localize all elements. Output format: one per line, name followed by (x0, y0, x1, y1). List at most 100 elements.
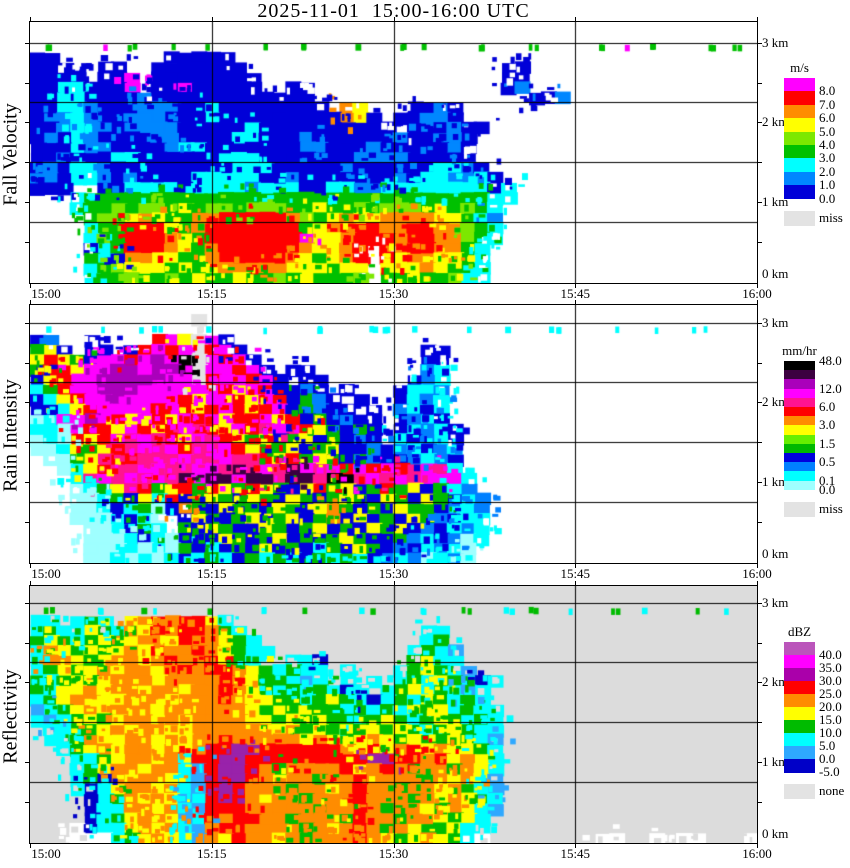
colorbar-unit-label: mm/hr (782, 343, 817, 358)
colorbar-band (784, 425, 815, 436)
height-tick (25, 362, 29, 364)
height-label: 3 km (762, 314, 789, 330)
colorbar-extra-band (784, 784, 815, 799)
height-tick (25, 242, 29, 244)
height-label: 3 km (762, 34, 789, 50)
x-axis-tick (575, 581, 576, 585)
colorbar-band (784, 416, 815, 426)
height-tick (758, 362, 762, 364)
colorbar-value-label: 12.0 (819, 380, 842, 396)
height-tick (25, 402, 29, 404)
height-tick (758, 522, 762, 524)
height-tick (25, 522, 29, 524)
colorbar-value-label: 3.0 (819, 150, 836, 166)
height-tick (25, 802, 29, 804)
x-axis-tick (394, 844, 395, 848)
height-tick (758, 762, 762, 764)
colorbar-unit-label: dBZ (787, 624, 812, 639)
colorbar-band (784, 397, 815, 408)
rain-intensity-heatmap (30, 305, 757, 563)
height-tick (25, 642, 29, 644)
colorbar-value-label: 30.0 (819, 673, 842, 688)
panel-frame-rain-intensity (29, 304, 758, 564)
colorbar-band (784, 453, 815, 463)
x-axis-tick (757, 284, 758, 288)
x-axis-tick (212, 564, 213, 568)
colorbar-band (784, 361, 815, 371)
x-tick-label: 15:45 (560, 846, 591, 861)
x-tick-label: 16:00 (742, 566, 772, 581)
height-tick (25, 42, 29, 44)
colorbar-value-label: 3.0 (819, 417, 836, 433)
colorbar-band (784, 443, 815, 454)
x-tick-label: 15:30 (378, 566, 409, 581)
x-axis-tick (212, 581, 213, 585)
y-axis-label-reflectivity: Reflectivity (0, 668, 22, 764)
x-axis-tick (30, 284, 31, 288)
colorbar-extra-label: none (819, 783, 845, 798)
x-tick-label: 15:15 (196, 846, 227, 861)
colorbar-extra-label: miss (819, 209, 843, 225)
panel-frame-fall-velocity (29, 21, 758, 284)
height-tick (758, 242, 762, 244)
colorbar-value-label: 40.0 (819, 647, 842, 662)
colorbar-band (784, 118, 815, 133)
panel-frame-reflectivity (29, 585, 758, 844)
height-tick (758, 82, 762, 84)
x-tick-label: 15:30 (378, 846, 409, 861)
x-axis-tick (30, 300, 31, 304)
height-label: 0 km (762, 546, 789, 561)
x-axis-tick (30, 844, 31, 848)
colorbar-band (784, 379, 815, 390)
colorbar-value-label: 7.0 (819, 96, 836, 112)
colorbar-band (784, 759, 815, 773)
x-axis-tick (575, 284, 576, 288)
colorbar-value-label: 6.0 (819, 399, 836, 414)
colorbar-value-label: 0.1 (819, 472, 836, 488)
x-axis-tick (757, 300, 758, 304)
x-tick-label: 15:15 (196, 566, 227, 581)
height-label: 1 km (762, 754, 789, 770)
colorbar-value-label: 0.0 (819, 751, 836, 766)
colorbar-band (784, 694, 815, 708)
colorbar-band (784, 158, 815, 173)
colorbar-band (784, 388, 815, 399)
height-tick (758, 802, 762, 804)
colorbar-band (784, 642, 815, 656)
height-tick (758, 322, 762, 324)
fall-velocity-heatmap (30, 22, 757, 283)
height-label: 2 km (762, 114, 789, 130)
height-label: 3 km (762, 594, 789, 610)
x-tick-label: 15:00 (31, 286, 61, 301)
height-tick (758, 682, 762, 684)
height-tick (758, 122, 762, 124)
height-tick (25, 482, 29, 484)
height-tick (758, 402, 762, 404)
colorbar-value-label: 4.0 (819, 137, 836, 152)
colorbar-value-label: 5.0 (819, 738, 836, 753)
x-axis-tick (757, 581, 758, 585)
colorbar-band (784, 681, 815, 695)
height-tick (25, 202, 29, 204)
x-axis-tick (575, 564, 576, 568)
colorbar-value-label: 48.0 (819, 353, 842, 368)
height-tick (758, 162, 762, 164)
height-tick (25, 322, 29, 324)
height-tick (25, 82, 29, 84)
x-axis-tick (30, 581, 31, 585)
height-label: 1 km (762, 194, 789, 210)
y-axis-label-rain-intensity: Rain Intensity (0, 379, 22, 492)
colorbar-band (784, 185, 815, 200)
x-axis-tick (575, 300, 576, 304)
height-tick (758, 482, 762, 484)
x-tick-label: 15:45 (560, 286, 591, 301)
x-tick-label: 15:15 (196, 286, 227, 301)
colorbar-band (784, 407, 815, 417)
x-axis-tick (394, 564, 395, 568)
height-tick (25, 762, 29, 764)
reflectivity-heatmap (30, 586, 757, 843)
height-tick (25, 602, 29, 604)
x-axis-tick (757, 844, 758, 848)
colorbar-band (784, 91, 815, 106)
x-tick-label: 15:00 (31, 566, 61, 581)
